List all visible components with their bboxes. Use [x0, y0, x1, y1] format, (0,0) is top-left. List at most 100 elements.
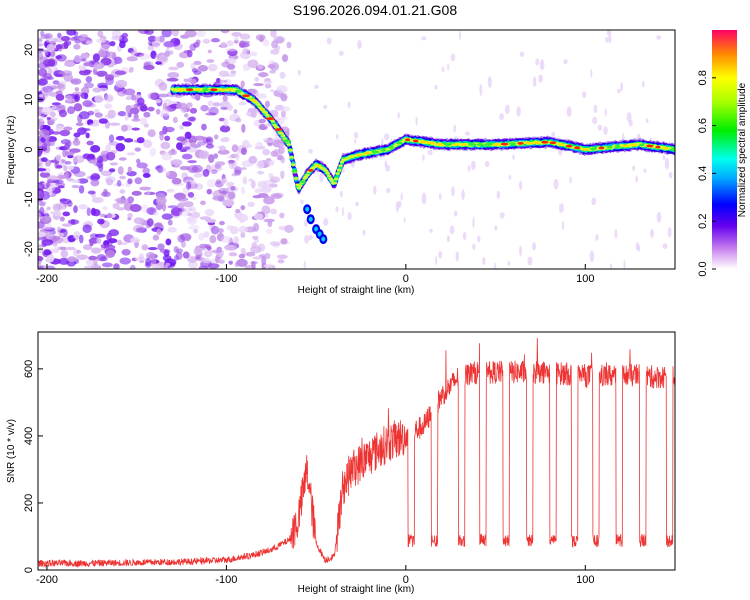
noise-blob	[46, 83, 53, 90]
noise-blob	[235, 152, 240, 161]
signal-ridge-cell	[290, 163, 296, 166]
noise-blob	[304, 219, 308, 227]
noise-blob	[108, 134, 115, 143]
noise-blob	[142, 167, 150, 175]
noise-blob	[347, 212, 352, 221]
noise-blob	[55, 93, 65, 101]
noise-blob	[499, 113, 505, 121]
noise-blob	[230, 186, 236, 191]
noise-blob	[605, 36, 609, 43]
noise-blob	[422, 154, 425, 161]
noise-blob	[134, 256, 146, 262]
signal-peak	[274, 128, 282, 131]
noise-blob	[55, 164, 63, 169]
snr-panel: -200 -100 0 100 0 200 400 600 Height of straig…	[6, 331, 676, 595]
noise-blob	[116, 179, 122, 187]
noise-blob	[519, 51, 525, 58]
signal-ridge-cell	[298, 184, 303, 187]
noise-blob	[117, 111, 127, 117]
noise-blob	[125, 96, 132, 101]
noise-blob	[253, 213, 264, 220]
noise-blob	[467, 164, 471, 172]
noise-blob	[188, 206, 197, 212]
noise-blob	[162, 125, 168, 135]
noise-blob	[228, 260, 233, 265]
noise-blob	[421, 36, 427, 41]
noise-blob	[67, 165, 75, 171]
noise-blob	[57, 32, 62, 39]
noise-blob	[560, 202, 564, 213]
noise-blob	[43, 227, 56, 232]
noise-blob	[247, 144, 253, 148]
noise-blob	[461, 189, 465, 201]
noise-blob	[238, 225, 249, 234]
noise-blob	[94, 233, 106, 238]
noise-blob	[88, 123, 100, 127]
noise-blob	[134, 177, 143, 185]
signal-peak	[218, 88, 225, 92]
noise-blob	[265, 228, 273, 234]
noise-blob	[214, 134, 219, 140]
spectrogram-x-tick-label: -100	[215, 273, 237, 285]
noise-blob	[61, 159, 66, 164]
noise-blob	[397, 112, 400, 119]
noise-blob	[559, 203, 562, 214]
noise-blob	[208, 154, 215, 164]
noise-blob	[52, 242, 58, 247]
noise-blob	[49, 111, 56, 118]
signal-ridge-cell	[265, 113, 270, 117]
noise-blob	[109, 122, 121, 126]
signal-peak	[419, 140, 429, 144]
noise-blob	[174, 38, 180, 45]
noise-blob	[281, 54, 289, 63]
noise-blob	[87, 190, 96, 195]
noise-blob	[83, 62, 92, 67]
noise-blob	[121, 248, 131, 256]
noise-blob	[518, 180, 523, 191]
noise-blob	[154, 36, 161, 42]
noise-blob	[127, 178, 133, 185]
noise-blob	[162, 102, 168, 111]
noise-blob	[668, 171, 673, 179]
noise-blob	[218, 228, 224, 234]
noise-blob	[172, 116, 178, 124]
noise-blob	[96, 254, 107, 262]
noise-blob	[494, 225, 498, 232]
noise-blob	[85, 259, 96, 266]
noise-blob	[45, 231, 54, 240]
noise-blob	[231, 144, 239, 153]
noise-blob	[200, 104, 209, 112]
signal-peak	[655, 145, 661, 149]
noise-blob	[116, 200, 129, 205]
noise-blob	[138, 253, 145, 261]
noise-blob	[63, 40, 69, 49]
noise-blob	[255, 141, 264, 149]
noise-blob	[477, 235, 481, 243]
noise-blob	[263, 196, 275, 205]
noise-blob	[46, 206, 51, 211]
noise-blob	[104, 175, 116, 183]
noise-blob	[104, 94, 114, 103]
noise-blob	[62, 211, 71, 217]
noise-blob	[64, 143, 71, 151]
noise-blob	[129, 107, 140, 115]
noise-blob	[44, 213, 51, 222]
noise-blob	[202, 38, 211, 44]
noise-blob	[229, 113, 241, 122]
noise-blob	[83, 265, 96, 269]
noise-blob	[268, 183, 278, 188]
noise-blob	[38, 94, 44, 98]
noise-blob	[553, 178, 559, 190]
colorbar-tick-label: 0.8	[697, 70, 709, 85]
signal-peak	[227, 88, 233, 92]
noise-blob	[278, 225, 287, 231]
noise-blob	[145, 257, 151, 267]
noise-blob	[592, 116, 598, 125]
noise-blob	[82, 153, 91, 160]
noise-blob	[96, 155, 104, 164]
signal-ridge-cell	[288, 149, 293, 152]
noise-blob	[233, 109, 238, 114]
noise-blob	[270, 48, 280, 55]
noise-blob	[280, 156, 286, 164]
noise-blob	[234, 166, 242, 174]
